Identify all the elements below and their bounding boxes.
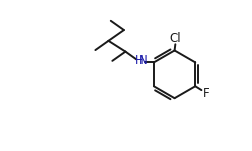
Text: N: N <box>139 54 147 67</box>
Text: F: F <box>203 87 209 100</box>
Text: H: H <box>135 54 144 67</box>
Text: Cl: Cl <box>170 32 181 45</box>
